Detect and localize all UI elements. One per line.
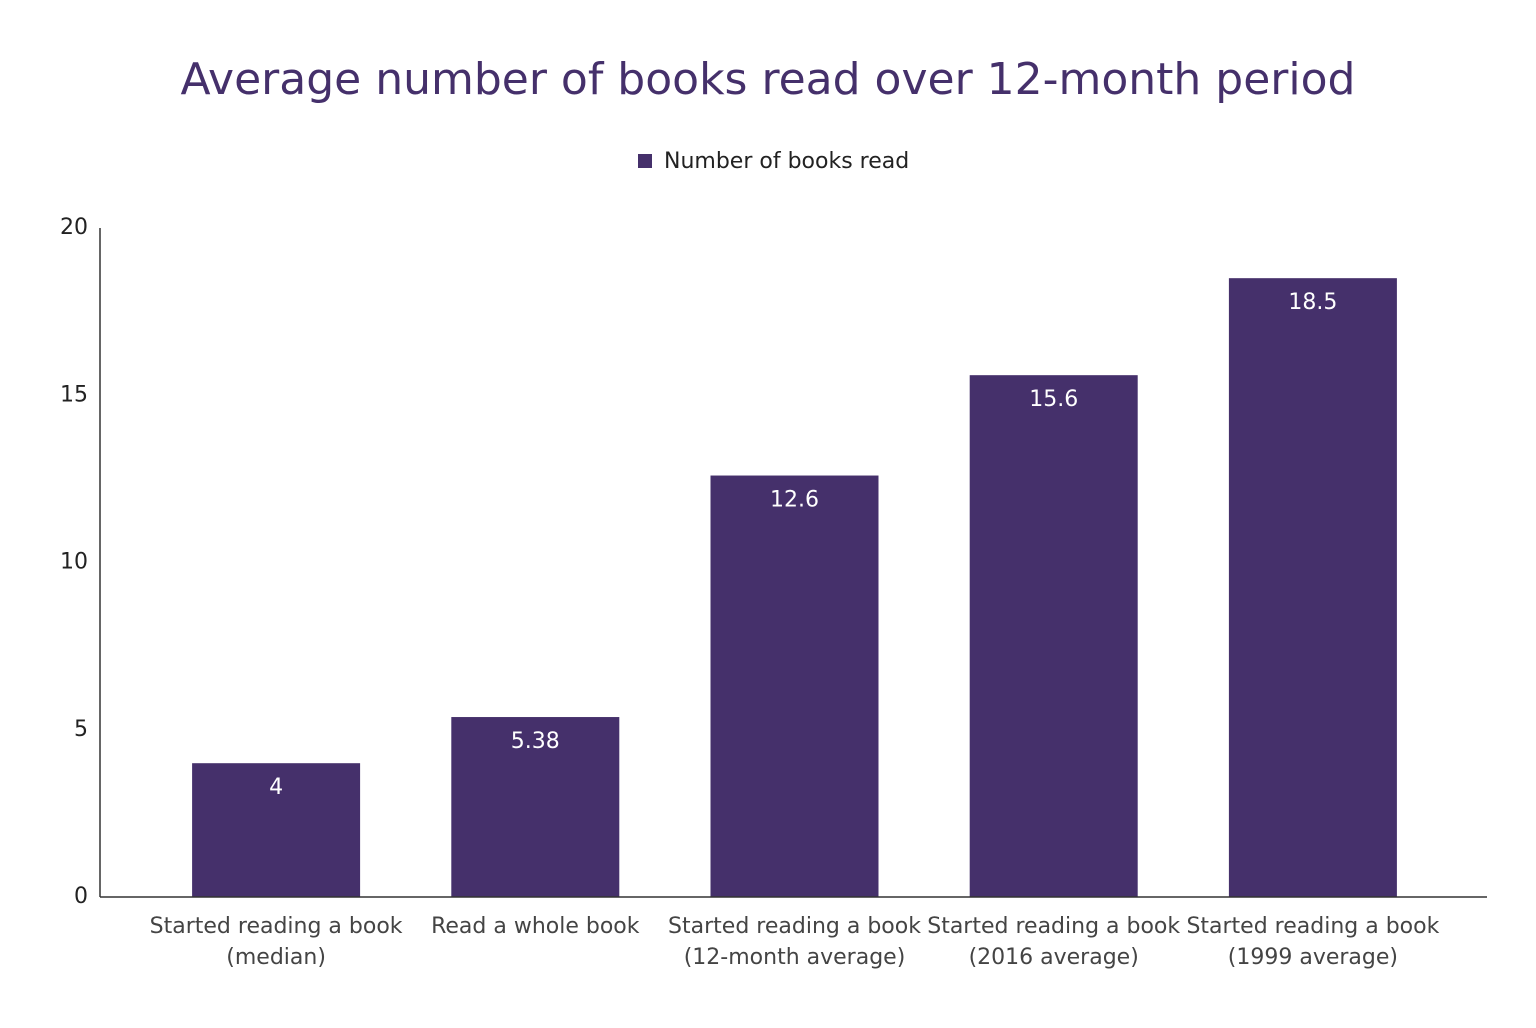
x-tick-label: (2016 average) (969, 945, 1139, 970)
y-tick-label: 10 (60, 550, 88, 575)
x-tick-label: Started reading a book (150, 914, 403, 939)
value-label: 5.38 (511, 729, 560, 754)
value-label: 12.6 (770, 488, 819, 513)
bar (451, 717, 620, 897)
chart-title: Average number of books read over 12-mon… (181, 54, 1356, 105)
bar (969, 375, 1138, 897)
bar (192, 763, 361, 897)
value-label: 4 (269, 775, 283, 800)
legend-label: Number of books read (664, 149, 909, 174)
y-tick-label: 5 (74, 717, 88, 742)
y-tick-label: 15 (60, 382, 88, 407)
y-tick-label: 0 (74, 884, 88, 909)
value-label: 15.6 (1029, 387, 1078, 412)
value-label: 18.5 (1288, 290, 1337, 315)
bar (1228, 278, 1397, 897)
x-tick-label: (12-month average) (684, 945, 906, 970)
y-tick-label: 20 (60, 215, 88, 240)
bar (710, 475, 879, 897)
x-tick-label: Started reading a book (927, 914, 1180, 939)
legend-swatch (638, 154, 652, 168)
x-tick-label: (median) (226, 945, 326, 970)
x-tick-label: (1999 average) (1228, 945, 1398, 970)
x-tick-label: Started reading a book (1186, 914, 1439, 939)
x-tick-label: Started reading a book (668, 914, 921, 939)
x-tick-label: Read a whole book (431, 914, 640, 939)
